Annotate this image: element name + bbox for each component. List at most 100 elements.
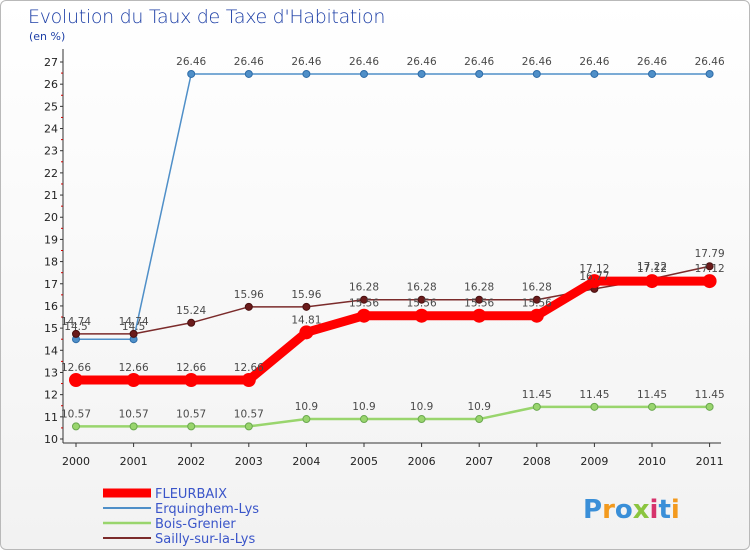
y-tick-label: 15 xyxy=(44,322,58,335)
data-label-bois-grenier: 11.45 xyxy=(522,389,552,401)
data-label-fleurbaix: 12.66 xyxy=(61,362,91,374)
y-tick-label: 13 xyxy=(44,366,58,379)
y-tick-label: 12 xyxy=(44,389,58,402)
data-point-fleurbaix xyxy=(126,373,141,388)
series-line-sailly-sur-la-lys xyxy=(76,265,710,335)
data-label-fleurbaix: 15.56 xyxy=(407,298,437,310)
data-label-erquinghem-lys: 26.46 xyxy=(464,56,494,68)
data-label-sailly-sur-la-lys: 16.28 xyxy=(349,282,379,294)
data-point-erquinghem-lys xyxy=(532,69,541,78)
data-point-sailly-sur-la-lys xyxy=(705,262,714,271)
data-point-sailly-sur-la-lys xyxy=(129,329,138,338)
x-tick-label: 2008 xyxy=(523,455,551,468)
y-tick-label: 22 xyxy=(44,167,58,180)
data-point-bois-grenier xyxy=(72,422,80,431)
data-label-bois-grenier: 10.57 xyxy=(234,408,264,420)
data-point-fleurbaix xyxy=(645,274,659,289)
data-point-bois-grenier xyxy=(302,415,311,424)
data-label-fleurbaix: 12.66 xyxy=(176,362,206,374)
data-label-sailly-sur-la-lys: 15.96 xyxy=(291,289,321,301)
data-label-erquinghem-lys: 26.46 xyxy=(349,56,379,68)
data-point-bois-grenier xyxy=(648,402,656,411)
data-label-fleurbaix: 15.56 xyxy=(349,298,379,310)
data-label-sailly-sur-la-lys: 15.24 xyxy=(176,305,206,317)
data-point-erquinghem-lys xyxy=(417,69,426,78)
y-tick-label: 20 xyxy=(44,211,58,224)
legend: FLEURBAIXErquinghem-LysBois-GrenierSaill… xyxy=(103,487,259,547)
data-point-sailly-sur-la-lys xyxy=(72,329,80,338)
data-point-fleurbaix xyxy=(472,308,487,323)
data-label-sailly-sur-la-lys: 16.28 xyxy=(522,282,552,294)
x-tick-label: 2001 xyxy=(120,455,148,468)
data-point-bois-grenier xyxy=(187,422,196,431)
legend-label-erquinghem-lys: Erquinghem-Lys xyxy=(155,502,259,517)
chart-subtitle: (en %) xyxy=(29,30,66,43)
data-point-fleurbaix xyxy=(414,308,429,323)
y-tick-label: 19 xyxy=(44,233,58,246)
data-point-bois-grenier xyxy=(360,415,368,424)
data-point-bois-grenier xyxy=(417,415,426,424)
data-point-fleurbaix xyxy=(69,373,83,388)
data-point-sailly-sur-la-lys xyxy=(532,295,541,304)
legend-label-fleurbaix: FLEURBAIX xyxy=(155,487,227,502)
data-point-sailly-sur-la-lys xyxy=(417,295,426,304)
chart-title: Evolution du Taux de Taxe d'Habitation xyxy=(28,6,386,28)
legend-label-bois-grenier: Bois-Grenier xyxy=(155,517,236,532)
data-point-sailly-sur-la-lys xyxy=(302,302,311,311)
series-line-bois-grenier xyxy=(76,405,710,428)
data-label-erquinghem-lys: 26.46 xyxy=(522,56,552,68)
y-tick-label: 23 xyxy=(44,145,58,158)
y-tick-label: 10 xyxy=(44,433,58,446)
x-tick-label: 2010 xyxy=(638,455,666,468)
data-label-fleurbaix: 12.66 xyxy=(119,362,149,374)
data-label-erquinghem-lys: 26.46 xyxy=(234,56,264,68)
data-point-fleurbaix xyxy=(587,274,602,289)
data-point-erquinghem-lys xyxy=(705,69,714,78)
data-label-bois-grenier: 10.57 xyxy=(176,408,206,420)
data-point-erquinghem-lys xyxy=(244,69,253,78)
data-point-erquinghem-lys xyxy=(648,69,656,78)
y-tick-label: 24 xyxy=(44,123,58,136)
data-label-bois-grenier: 11.45 xyxy=(579,389,609,401)
data-label-fleurbaix: 12.66 xyxy=(234,362,264,374)
data-point-bois-grenier xyxy=(475,415,484,424)
axes: 10 11 12 13 14 15 16 17 18 19 20 21 22 23 24 25 26 27 2000… xyxy=(44,49,724,468)
data-point-bois-grenier xyxy=(532,402,541,411)
data-label-fleurbaix: 15.56 xyxy=(522,298,552,310)
x-tick-label: 2009 xyxy=(580,455,608,468)
data-point-bois-grenier xyxy=(590,402,599,411)
data-point-fleurbaix xyxy=(702,274,717,289)
data-label-sailly-sur-la-lys: 17.22 xyxy=(637,261,667,273)
series-line-fleurbaix xyxy=(76,276,710,385)
x-tick-label: 2000 xyxy=(62,455,90,468)
legend-label-sailly-sur-la-lys: Sailly-sur-la-Lys xyxy=(155,532,255,547)
data-label-erquinghem-lys: 26.46 xyxy=(695,56,725,68)
data-label-sailly-sur-la-lys: 16.28 xyxy=(407,282,437,294)
y-tick-label: 11 xyxy=(44,411,58,424)
y-tick-label: 26 xyxy=(44,78,58,91)
data-labels: 14.5 14.5 26.46 26.46 26.46 26.46 26.46 26.46 26… xyxy=(61,56,725,420)
data-label-sailly-sur-la-lys: 15.96 xyxy=(234,289,264,301)
data-label-sailly-sur-la-lys: 17.79 xyxy=(695,248,725,260)
series-line-erquinghem-lys xyxy=(76,73,710,340)
y-tick-label: 16 xyxy=(44,300,58,313)
data-label-sailly-sur-la-lys: 14.74 xyxy=(119,316,149,328)
data-point-sailly-sur-la-lys xyxy=(360,295,368,304)
data-point-erquinghem-lys xyxy=(475,69,484,78)
data-point-erquinghem-lys xyxy=(187,69,196,78)
y-tick-label: 25 xyxy=(44,100,58,113)
y-tick-label: 18 xyxy=(44,256,58,269)
logo-text: Proxiti xyxy=(583,495,680,525)
data-label-erquinghem-lys: 26.46 xyxy=(579,56,609,68)
x-tick-label: 2011 xyxy=(696,455,724,468)
y-tick-label: 27 xyxy=(44,56,58,69)
data-point-sailly-sur-la-lys xyxy=(187,318,196,327)
data-point-bois-grenier xyxy=(129,422,138,431)
y-tick-label: 21 xyxy=(44,189,58,202)
x-tick-label: 2004 xyxy=(292,455,320,468)
data-point-fleurbaix xyxy=(241,373,256,388)
data-label-erquinghem-lys: 14.5 xyxy=(64,321,87,333)
x-tick-label: 2006 xyxy=(408,455,436,468)
data-point-erquinghem-lys xyxy=(302,69,311,78)
